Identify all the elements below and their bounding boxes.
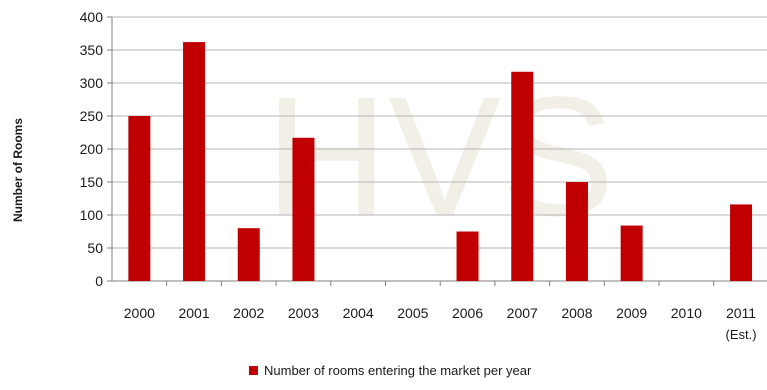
bar-2006: [456, 231, 479, 281]
y-tick-label: 150: [80, 174, 104, 190]
watermark-text: HVS: [265, 62, 615, 252]
watermark: HVS: [265, 62, 615, 252]
y-tick-label: 350: [80, 42, 104, 58]
bar-2003: [292, 137, 315, 281]
gridlines: [112, 16, 767, 249]
x-tick-label: 2004: [343, 305, 374, 321]
x-tick-label: 2010: [671, 305, 702, 321]
bar-2008: [565, 182, 588, 281]
y-tick-label: 400: [80, 9, 104, 25]
y-tick-label: 50: [87, 240, 103, 256]
x-tick-label: 2001: [178, 305, 209, 321]
x-tick-label: 2002: [233, 305, 264, 321]
bar-2009: [620, 225, 643, 281]
x-tick-label: 2011: [726, 305, 756, 321]
legend-swatch: [249, 366, 258, 375]
x-tick-label: 2000: [124, 305, 155, 321]
y-tick-label: 100: [80, 207, 104, 223]
y-tick-label: 250: [80, 108, 104, 124]
bar-2001: [183, 42, 206, 281]
y-tick-labels: 0 50 100 150 200 250 300 350 400: [80, 9, 104, 289]
bar-2007: [511, 71, 534, 281]
x-tick-label: 2005: [397, 305, 428, 321]
bar-2000: [128, 116, 151, 281]
y-axis-title: Number of Rooms: [11, 118, 25, 222]
x-tick-labels: 2000 2001 2002 2003 2004 2005 2006 2007 2008 2009…: [124, 305, 757, 342]
y-tick-label: 300: [80, 75, 104, 91]
x-tick-sublabel: (Est.): [726, 327, 757, 342]
axes: [107, 16, 767, 286]
y-tick-label: 200: [80, 141, 104, 157]
x-tick-label: 2006: [452, 305, 483, 321]
x-tick-label: 2009: [616, 305, 647, 321]
x-tick-label: 2008: [561, 305, 592, 321]
legend: Number of rooms entering the market per …: [249, 363, 532, 378]
y-tick-label: 0: [95, 273, 103, 289]
bar-2002: [237, 228, 260, 281]
x-tick-label: 2003: [288, 305, 319, 321]
x-tick-label: 2007: [507, 305, 538, 321]
bars: [128, 42, 753, 281]
legend-label: Number of rooms entering the market per …: [264, 363, 532, 378]
bar-2011: [730, 204, 753, 281]
